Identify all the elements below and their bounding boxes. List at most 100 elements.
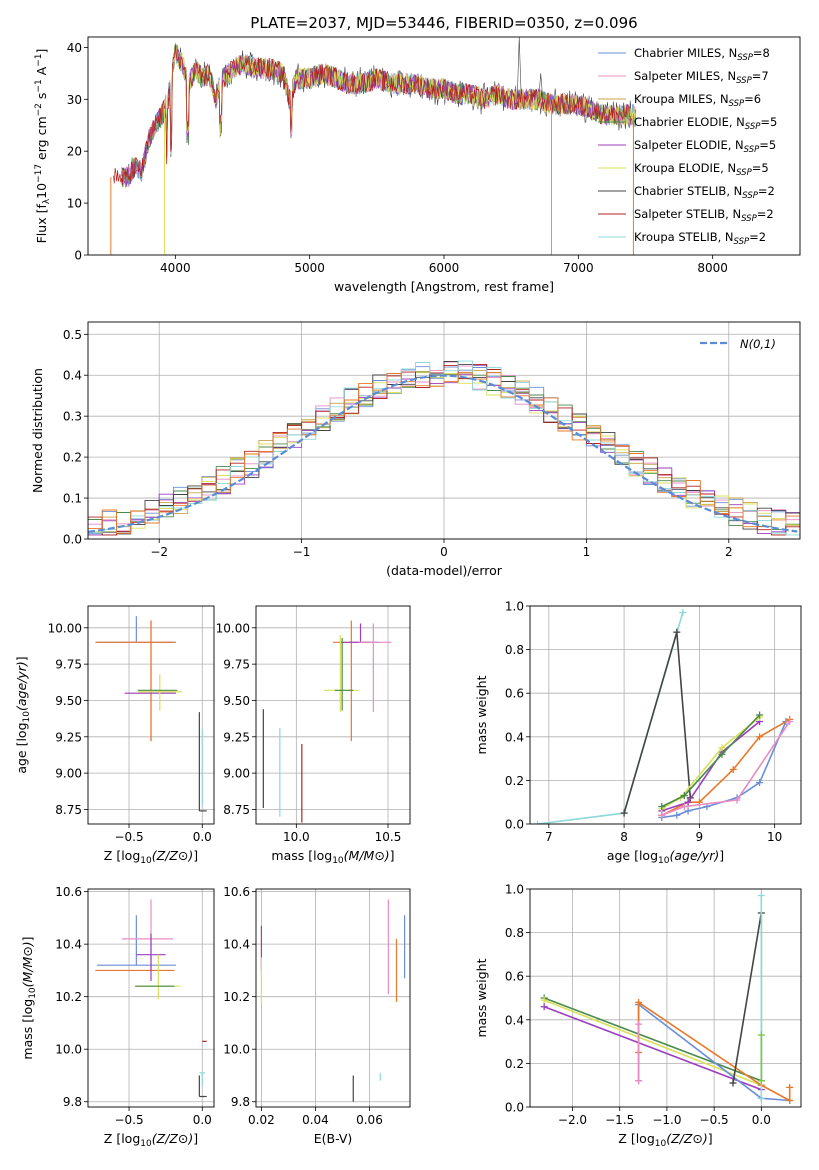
legend-eq: =2 [757, 207, 774, 221]
errorbar [334, 637, 354, 711]
weight-marker [684, 807, 692, 815]
panel-weight_vs_age: 7 8 9 10 0.0 0.2 0.4 0.6 0.8 1.0 age [log10(age/yr… [474, 600, 802, 866]
x-axis-label: E(B-V) [314, 1131, 353, 1146]
weight-marker [729, 1079, 737, 1087]
x-tick-label: 9 [696, 830, 704, 844]
x-tick-label: 6000 [429, 261, 460, 275]
y-tick-label: 0.4 [505, 730, 524, 744]
y-tick-label: 0.6 [505, 687, 524, 701]
x-tick-label: 0.0 [193, 830, 212, 844]
y-tick-label: 9.8 [231, 1095, 250, 1109]
y-tick-label: 10.00 [48, 621, 82, 635]
x-tick-label: 0 [440, 545, 448, 559]
weight-marker [756, 779, 764, 787]
x-tick-label: −2 [150, 545, 168, 559]
y-tick-label: 10.6 [55, 885, 82, 899]
spectrum-spike [538, 73, 544, 100]
errorbar [96, 915, 176, 966]
legend-label: Kroupa MILES, N [634, 92, 729, 106]
legend-sub: SSP [736, 76, 752, 86]
y-tick-label: 0.8 [505, 926, 524, 940]
x-tick-label: 8000 [697, 261, 728, 275]
legend-eq: =5 [752, 161, 769, 175]
axes-frame [255, 605, 411, 825]
y-tick-label: 10.0 [55, 1043, 82, 1057]
legend-sub: SSP [744, 145, 760, 155]
x-tick-label: −1.0 [652, 1113, 681, 1127]
x-tick-label: −1.5 [605, 1113, 634, 1127]
y-tick-label: 0.2 [505, 1057, 524, 1071]
panel-residuals: −2 −1 0 1 2 0.0 0.1 0.2 0.3 0.4 0.5 (data-model)/er… [30, 321, 801, 578]
legend-label: Chabrier MILES, N [634, 46, 737, 60]
legend-sub: SSP [734, 237, 750, 247]
weight-marker [534, 820, 542, 824]
weight-marker [718, 744, 726, 752]
y-tick-label: 0.1 [63, 492, 82, 506]
y-axis-label: Flux [fλ10−17 erg cm−2 s−1 A−1] [34, 49, 52, 244]
x-tick-label: 0.0 [752, 1113, 771, 1127]
y-tick-label: 9.00 [55, 767, 82, 781]
x-tick-label: 7000 [563, 261, 594, 275]
legend-entry: Kroupa ELODIE, NSSP=5 [634, 161, 769, 178]
weight-marker [718, 750, 726, 758]
y-tick-label: 0 [74, 249, 82, 263]
errorbar [358, 623, 392, 713]
weight-marker [757, 1031, 765, 1039]
axes-frame [529, 888, 802, 1108]
y-tick-label: 10 [67, 197, 82, 211]
legend-sub: SSP [745, 122, 761, 132]
weight-marker [786, 718, 794, 726]
x-tick-label: 10.0 [283, 830, 310, 844]
weight-marker [756, 711, 764, 719]
y-tick-label: 9.00 [223, 767, 250, 781]
panel-weight_vs_Z: −2.0 −1.5 −1.0 −0.5 0.0 0.0 0.2 0.4 0.6 0.8 1.0 Z [… [474, 883, 802, 1149]
y-label-part: −1 [34, 79, 44, 92]
x-tick-label: 0.06 [356, 1113, 383, 1127]
y-label-part: −1 [34, 54, 44, 67]
x-tick-label: 10.5 [375, 830, 402, 844]
y-axis-label: mass [log10(M/M⊙)] [20, 936, 38, 1059]
y-tick-label: 10.2 [55, 990, 82, 1004]
x-tick-label: 4000 [160, 261, 191, 275]
legend-label: Kroupa STELIB, N [634, 230, 734, 244]
y-label-part: 10 [34, 183, 49, 199]
y-label-part: ] [34, 49, 49, 54]
weight-marker [673, 628, 681, 636]
y-tick-label: 9.75 [223, 658, 250, 672]
errorbar [136, 933, 166, 981]
legend-entry: Chabrier ELODIE, NSSP=5 [634, 115, 777, 132]
y-axis-label: mass weight [474, 675, 489, 754]
weight-marker [786, 1083, 794, 1091]
x-tick-label: −0.5 [700, 1113, 729, 1127]
y-tick-label: 10.6 [223, 885, 250, 899]
y-label-part: −2 [34, 103, 44, 116]
y-axis-label: age [log10(age/yr)] [14, 656, 32, 773]
legend-label: Salpeter MILES, N [634, 69, 736, 83]
weight-marker [757, 892, 765, 900]
weight-marker [756, 733, 764, 741]
x-tick-label: 1 [583, 545, 591, 559]
y-label-part: erg cm [34, 116, 49, 164]
legend-entry: Chabrier MILES, NSSP=8 [634, 46, 770, 63]
x-tick-label: −0.5 [114, 830, 143, 844]
axes-frame [87, 888, 215, 1108]
y-tick-label: 40 [67, 41, 82, 55]
legend-entry: Chabrier STELIB, NSSP=2 [634, 184, 775, 201]
panel-mass_vs_Z: −0.5 0.0 9.8 10.0 10.2 10.4 10.6 Z [log10(Z/Z⊙)… [20, 885, 215, 1149]
axes-frame [529, 605, 802, 825]
weight-marker [620, 809, 628, 817]
legend-eq: =2 [758, 184, 775, 198]
weight-series [543, 997, 762, 1082]
weight-marker [673, 811, 681, 819]
axes-frame [255, 888, 411, 1108]
weight-marker [540, 996, 548, 1004]
panel-mass_vs_EBV: 0.02 0.04 0.06 9.8 10.0 10.2 10.4 10.6 E(B-V) [223, 885, 411, 1146]
y-axis-label: mass weight [474, 958, 489, 1037]
x-axis-label: Z [log10(Z/Z⊙)] [104, 1131, 198, 1149]
spectrum-spike [516, 37, 522, 100]
legend-eq: =8 [753, 46, 770, 60]
legend-sub: SSP [742, 191, 758, 201]
y-tick-label: 0.4 [505, 1013, 524, 1027]
x-tick-label: 8 [620, 830, 628, 844]
